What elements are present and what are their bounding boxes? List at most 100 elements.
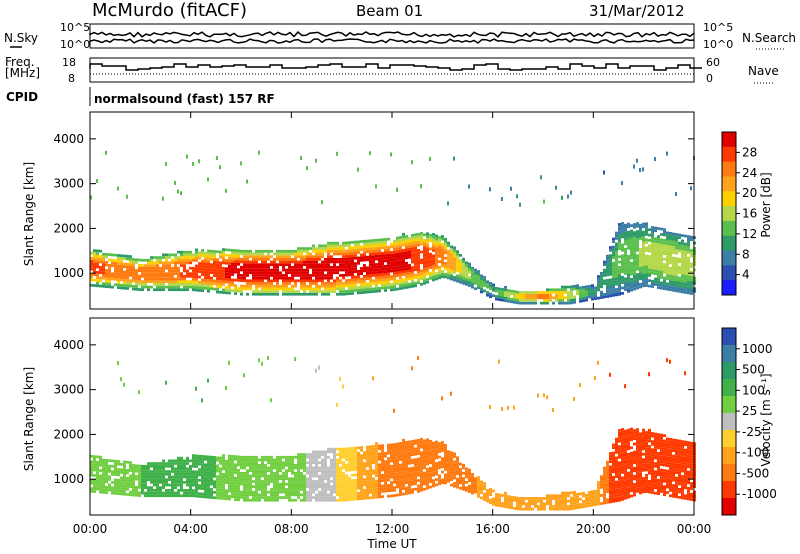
- echo-cell: [435, 446, 438, 449]
- echo-cell: [369, 488, 372, 492]
- echo-cell: [663, 263, 666, 266]
- echo-cell: [576, 498, 579, 502]
- echo-cell: [252, 490, 255, 494]
- echo-cell: [612, 446, 615, 449]
- echo-cell: [441, 264, 444, 268]
- echo-cell: [228, 457, 231, 461]
- echo-cell: [354, 497, 357, 501]
- echo-cell: [618, 239, 621, 242]
- echo-cell: [297, 268, 300, 272]
- echo-cell: [351, 281, 354, 284]
- echo-cell: [315, 247, 318, 250]
- echo-cell: [633, 263, 636, 267]
- echo-cell: [294, 274, 297, 277]
- echo-cell: [651, 255, 654, 259]
- echo-cell: [114, 481, 117, 484]
- echo-cell: [663, 252, 666, 256]
- echo-cell: [105, 261, 108, 264]
- echo-cell: [645, 241, 648, 244]
- echo-cell: [315, 450, 318, 454]
- echo-cell: [528, 502, 531, 506]
- echo-cell: [129, 284, 132, 288]
- echo-cell: [270, 292, 273, 296]
- echo-cell: [252, 466, 255, 470]
- echo-cell: [153, 261, 156, 265]
- echo-cell: [258, 266, 261, 269]
- echo-cell: [90, 265, 93, 268]
- echo-cell: [261, 263, 264, 266]
- echo-cell: [390, 475, 393, 479]
- echo-cell: [444, 262, 447, 265]
- scatter-cell: [243, 373, 245, 378]
- echo-cell: [441, 446, 444, 450]
- echo-cell: [96, 252, 99, 255]
- echo-cell: [369, 448, 372, 451]
- echo-cell: [342, 493, 345, 497]
- echo-cell: [522, 507, 525, 511]
- echo-cell: [243, 287, 246, 291]
- echo-cell: [249, 255, 252, 258]
- echo-cell: [315, 496, 318, 499]
- echo-cell: [333, 466, 336, 470]
- echo-cell: [126, 284, 129, 288]
- echo-cell: [666, 234, 669, 237]
- echo-cell: [147, 470, 150, 473]
- echo-cell: [645, 222, 648, 226]
- echo-cell: [600, 480, 603, 484]
- echo-cell: [450, 277, 453, 281]
- echo-cell: [369, 496, 372, 500]
- echo-cell: [372, 447, 375, 451]
- echo-cell: [273, 292, 276, 296]
- echo-cell: [270, 255, 273, 258]
- echo-cell: [126, 265, 129, 269]
- echo-cell: [273, 480, 276, 483]
- echo-cell: [432, 471, 435, 474]
- echo-cell: [363, 456, 366, 460]
- echo-cell: [603, 477, 606, 481]
- echo-cell: [255, 249, 258, 253]
- echo-cell: [198, 478, 201, 482]
- echo-cell: [450, 261, 453, 265]
- echo-cell: [603, 485, 606, 489]
- echo-cell: [678, 236, 681, 239]
- echo-cell: [387, 459, 390, 463]
- echo-cell: [126, 479, 129, 483]
- echo-cell: [675, 276, 678, 279]
- echo-cell: [393, 269, 396, 273]
- echo-cell: [363, 494, 366, 497]
- echo-cell: [141, 258, 144, 262]
- echo-cell: [585, 290, 588, 294]
- echo-cell: [339, 498, 342, 502]
- echo-cell: [408, 472, 411, 476]
- echo-cell: [396, 239, 399, 242]
- echo-cell: [399, 482, 402, 486]
- echo-cell: [495, 495, 498, 499]
- echo-cell: [375, 474, 378, 478]
- echo-cell: [666, 277, 669, 280]
- echo-cell: [441, 460, 444, 463]
- echo-cell: [342, 282, 345, 285]
- echo-cell: [276, 455, 279, 459]
- echo-cell: [234, 292, 237, 295]
- echo-cell: [606, 270, 609, 274]
- echo-cell: [294, 498, 297, 502]
- echo-cell: [396, 461, 399, 465]
- echo-cell: [561, 299, 564, 302]
- echo-cell: [369, 239, 372, 243]
- echo-cell: [183, 481, 186, 484]
- echo-cell: [345, 485, 348, 488]
- echo-cell: [216, 477, 219, 481]
- echo-cell: [297, 290, 300, 293]
- echo-cell: [282, 488, 285, 491]
- scatter-cell: [117, 186, 119, 191]
- echo-cell: [228, 291, 231, 295]
- echo-cell: [282, 276, 285, 280]
- echo-cell: [273, 260, 276, 264]
- echo-cell: [342, 466, 345, 470]
- echo-cell: [123, 286, 126, 290]
- echo-cell: [339, 290, 342, 293]
- echo-cell: [381, 270, 384, 274]
- echo-cell: [321, 458, 324, 462]
- echo-cell: [456, 250, 459, 253]
- echo-cell: [309, 485, 312, 489]
